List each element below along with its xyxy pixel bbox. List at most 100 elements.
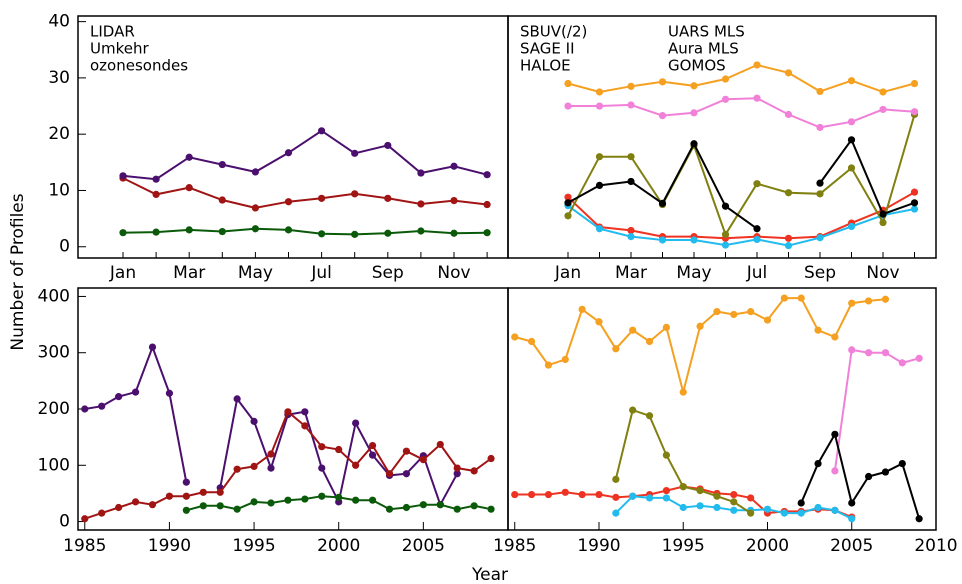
data-point <box>284 149 293 157</box>
x-tick-label: 1990 <box>148 536 191 556</box>
data-point <box>218 160 226 169</box>
data-point <box>250 417 258 425</box>
data-point <box>612 345 620 353</box>
data-point <box>658 78 667 86</box>
data-point <box>864 297 873 305</box>
y-tick-label: 300 <box>38 343 70 363</box>
legend-entry: UARS MLS <box>668 23 745 41</box>
data-point <box>483 171 491 179</box>
data-point <box>284 408 292 416</box>
data-point <box>879 105 887 114</box>
data-point <box>753 225 761 233</box>
data-point <box>898 359 906 367</box>
data-point <box>561 488 569 496</box>
data-point <box>544 361 553 369</box>
legend-entry: SBUV(/2) <box>520 23 587 41</box>
y-tick-label: 10 <box>48 180 70 200</box>
data-point <box>848 515 856 523</box>
data-point <box>384 229 392 237</box>
series-line <box>567 137 915 230</box>
plot-frame <box>77 287 509 531</box>
y-tick-label: 100 <box>38 455 70 475</box>
data-point <box>318 443 326 451</box>
data-point <box>629 326 637 334</box>
data-point <box>662 323 670 331</box>
data-point <box>182 492 190 500</box>
data-point <box>511 333 519 341</box>
data-point <box>368 451 377 459</box>
data-point <box>251 204 259 212</box>
data-point <box>847 164 856 172</box>
series-line <box>567 114 916 237</box>
data-point <box>595 490 603 499</box>
data-point <box>199 502 207 510</box>
series-line <box>567 63 915 94</box>
x-tick-label: 1985 <box>63 536 106 556</box>
x-tick-label: May <box>676 263 711 283</box>
data-point <box>527 337 536 346</box>
data-point <box>335 493 343 501</box>
data-point <box>368 496 377 504</box>
data-point <box>816 190 824 198</box>
data-point <box>816 87 824 96</box>
x-tick-label: Mar <box>615 263 647 283</box>
x-tick-label: 2010 <box>914 536 957 556</box>
data-point <box>847 222 856 231</box>
data-point <box>385 505 394 513</box>
data-point <box>352 496 360 504</box>
data-point <box>511 490 519 499</box>
data-point <box>251 168 259 176</box>
data-point <box>250 498 258 506</box>
data-point <box>763 505 772 513</box>
data-point <box>483 200 491 209</box>
data-point <box>662 451 670 459</box>
data-point <box>696 487 704 495</box>
x-tick-label: 2000 <box>317 536 360 556</box>
data-point <box>564 79 572 88</box>
x-tick-label: Nov <box>437 263 470 283</box>
series-line <box>833 348 920 472</box>
y-tick-label: 400 <box>38 286 70 306</box>
y-tick-label: 0 <box>59 237 70 257</box>
data-point <box>152 190 160 199</box>
data-point <box>578 305 586 313</box>
x-tick-label: Nov <box>866 263 899 283</box>
data-point <box>797 499 805 507</box>
data-point <box>402 470 411 478</box>
data-point <box>831 430 839 438</box>
x-tick-label: May <box>238 263 273 283</box>
data-point <box>351 190 359 198</box>
plot-frame <box>507 287 937 531</box>
data-point <box>658 236 667 244</box>
data-point <box>450 229 458 237</box>
data-point <box>595 88 604 96</box>
x-tick-label: Jan <box>109 263 136 283</box>
data-point <box>564 193 572 201</box>
data-point <box>784 234 793 242</box>
series-line <box>122 177 488 209</box>
data-point <box>816 234 824 242</box>
data-point <box>483 229 491 237</box>
data-point <box>690 109 698 117</box>
data-point <box>730 506 738 514</box>
data-point <box>595 225 604 233</box>
series-line <box>567 191 915 240</box>
data-point <box>730 490 738 499</box>
y-tick-label: 200 <box>38 399 70 419</box>
plot-frame <box>507 15 937 259</box>
data-point <box>351 230 359 238</box>
data-point <box>318 464 326 472</box>
data-point <box>915 515 923 523</box>
data-point <box>881 468 890 476</box>
x-tick-label: Jul <box>310 263 332 283</box>
data-point <box>119 229 127 237</box>
data-point <box>417 200 425 208</box>
data-point <box>352 419 360 427</box>
data-point <box>561 355 569 364</box>
x-tick-label: Jan <box>554 263 581 283</box>
data-point <box>645 337 654 346</box>
data-point <box>612 493 620 501</box>
data-point <box>898 459 906 468</box>
data-point <box>881 295 890 303</box>
data-point <box>629 492 637 500</box>
